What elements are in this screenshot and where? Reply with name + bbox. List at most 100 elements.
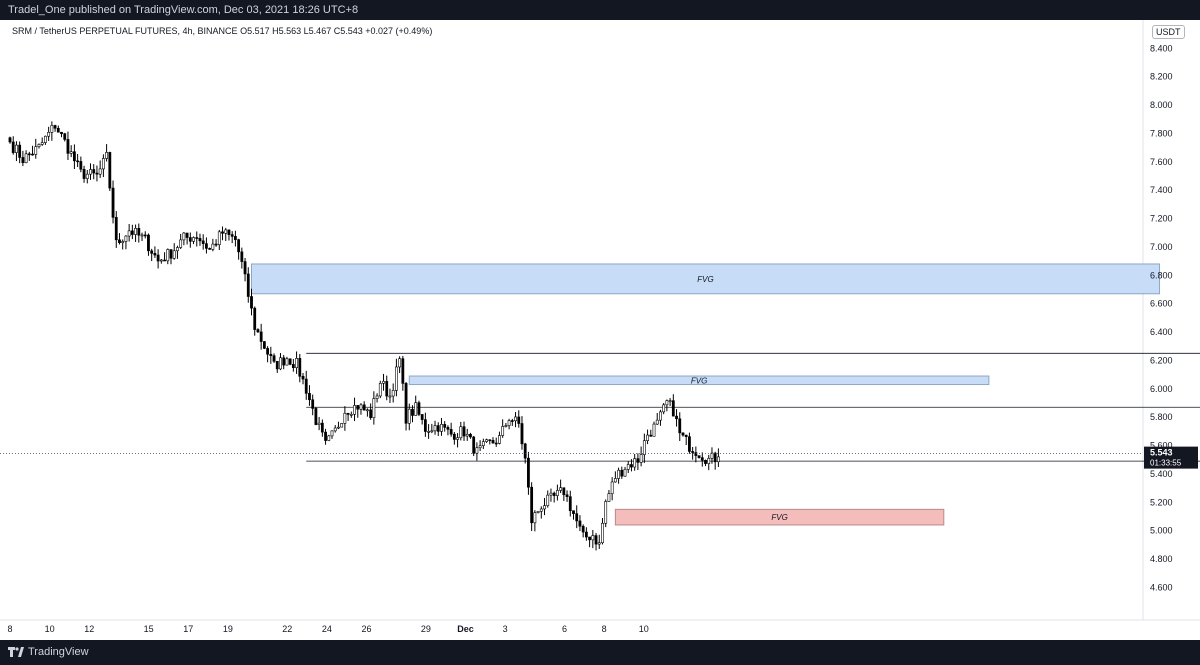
candle: [604, 499, 608, 528]
candle: [597, 534, 601, 549]
candle: [201, 234, 205, 250]
candle: [443, 421, 447, 432]
candle-body: [481, 441, 485, 446]
candle-body: [76, 160, 80, 163]
candle-body: [613, 478, 617, 483]
candle: [704, 459, 707, 467]
candle-body: [101, 158, 105, 170]
candle: [147, 233, 150, 256]
ohlc-high: H5.563: [272, 26, 302, 36]
candle: [343, 406, 347, 431]
candle-body: [50, 125, 54, 133]
candle: [256, 328, 260, 333]
ohlc-change: +0.027 (+0.49%): [365, 26, 433, 36]
candle-body: [398, 358, 402, 368]
candle-body: [527, 457, 530, 488]
candle: [304, 370, 308, 400]
candle: [282, 355, 286, 370]
candle-body: [465, 433, 469, 437]
candle-body: [82, 168, 86, 179]
fvg-zones-layer: FVG FVG FVG: [251, 263, 1161, 526]
candle: [337, 421, 340, 430]
fvg-zone-0: [251, 263, 1161, 295]
candle-body: [555, 490, 559, 496]
candle-body: [169, 249, 173, 259]
candle: [552, 491, 556, 503]
candle-body: [172, 250, 176, 259]
candle: [288, 358, 292, 366]
candle: [285, 356, 289, 366]
candle: [195, 231, 199, 247]
candle: [291, 359, 295, 372]
candle: [314, 406, 318, 426]
candle: [327, 434, 331, 442]
candle: [8, 136, 12, 144]
candle: [578, 515, 582, 532]
candle: [407, 403, 411, 431]
candle: [250, 288, 253, 316]
candle-body: [697, 455, 701, 458]
candle: [137, 223, 141, 243]
candle-body: [18, 144, 22, 158]
candle: [707, 454, 711, 471]
candle-body: [195, 237, 199, 239]
candle: [346, 412, 350, 421]
candle-body: [530, 486, 534, 524]
candle: [694, 446, 698, 463]
candle-body: [523, 443, 527, 459]
candle-body: [391, 390, 395, 397]
currency-badge[interactable]: USDT: [1152, 25, 1185, 39]
candle-body: [127, 230, 131, 237]
price-tick-label: 5.800: [1150, 412, 1173, 422]
candlestick-chart[interactable]: FVG FVG FVG 00.51 8.400 8.200 8.000 7.800 7.60…: [0, 20, 1200, 640]
candle-body: [452, 433, 456, 440]
candle-body: [275, 360, 279, 370]
price-tick-label: 5.000: [1150, 526, 1173, 536]
candle-body: [317, 422, 321, 425]
fvg-zone-label: FVG: [771, 513, 787, 522]
tradingview-logo[interactable]: TradingView: [8, 646, 89, 658]
candle-body: [272, 355, 276, 362]
price-axis[interactable]: 8.400 8.200 8.000 7.800 7.600 7.400 7.200 7.000…: [1150, 43, 1173, 592]
candle-body: [684, 434, 688, 437]
candle-body: [192, 237, 195, 242]
candle: [617, 467, 620, 484]
candle-body: [134, 228, 137, 235]
candle-body: [404, 383, 408, 424]
candle: [98, 160, 102, 178]
candle: [675, 409, 678, 427]
candle: [108, 151, 112, 191]
candle-body: [314, 408, 318, 425]
time-axis[interactable]: 8 10 12 15 17 19 22 24 26 29 Dec 3 6 8 10: [7, 624, 648, 634]
candle-body: [588, 536, 592, 541]
candle-body: [549, 492, 553, 496]
bar-countdown: 01:33:55: [1150, 459, 1182, 468]
candle-body: [568, 496, 572, 512]
candle-body: [60, 131, 63, 134]
candle: [143, 231, 147, 239]
candle: [485, 438, 488, 443]
candle-body: [124, 235, 128, 242]
candle-body: [8, 137, 12, 143]
candle: [208, 247, 212, 250]
candles-layer: [8, 121, 720, 551]
candle: [620, 466, 624, 479]
candle-body: [423, 419, 427, 432]
candle-body: [114, 217, 118, 241]
candle-body: [21, 157, 25, 164]
candle: [394, 358, 398, 397]
candle-body: [659, 411, 662, 421]
candle-body: [240, 251, 244, 262]
candle: [385, 375, 389, 401]
candle: [198, 233, 202, 246]
time-tick-label: 19: [223, 624, 233, 634]
candle-body: [343, 412, 347, 424]
candle: [372, 391, 376, 425]
time-tick-label: 29: [421, 624, 431, 634]
candle: [639, 446, 643, 467]
footer-bar: TradingView: [0, 640, 1200, 665]
candle: [546, 490, 550, 508]
chart-area[interactable]: FVG FVG FVG 00.51 8.400 8.200 8.000 7.800 7.60…: [0, 20, 1200, 640]
candle-body: [420, 414, 424, 420]
candle-body: [488, 439, 492, 442]
